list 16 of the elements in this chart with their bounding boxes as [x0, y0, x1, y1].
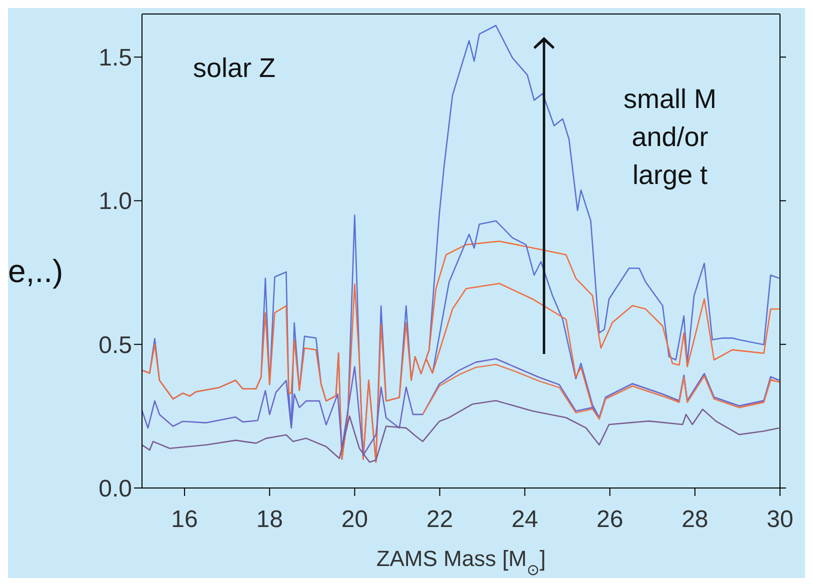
x-tick-label: 30	[766, 506, 794, 534]
y-tick-label: 1.0	[98, 188, 132, 216]
x-tick-label: 22	[426, 506, 454, 534]
annotation: solar Z	[193, 53, 276, 84]
x-tick-label: 28	[682, 506, 708, 534]
x-tick-label: 20	[341, 506, 368, 534]
y-tick-label: 0.5	[98, 332, 132, 359]
y-tick-label: 0.0	[98, 476, 132, 503]
annotation: small M and/or large t	[622, 83, 718, 192]
x-axis-title: ZAMS Mass [M$_{⊙}$]	[376, 546, 546, 578]
x-tick-label: 26	[596, 506, 624, 534]
y-tick-label: 1.5	[98, 44, 132, 72]
x-tick-label: 18	[256, 506, 283, 534]
x-tick-label: 24	[511, 506, 538, 534]
y-axis-title: e,..)	[8, 253, 64, 290]
x-tick-label: 16	[171, 506, 198, 534]
